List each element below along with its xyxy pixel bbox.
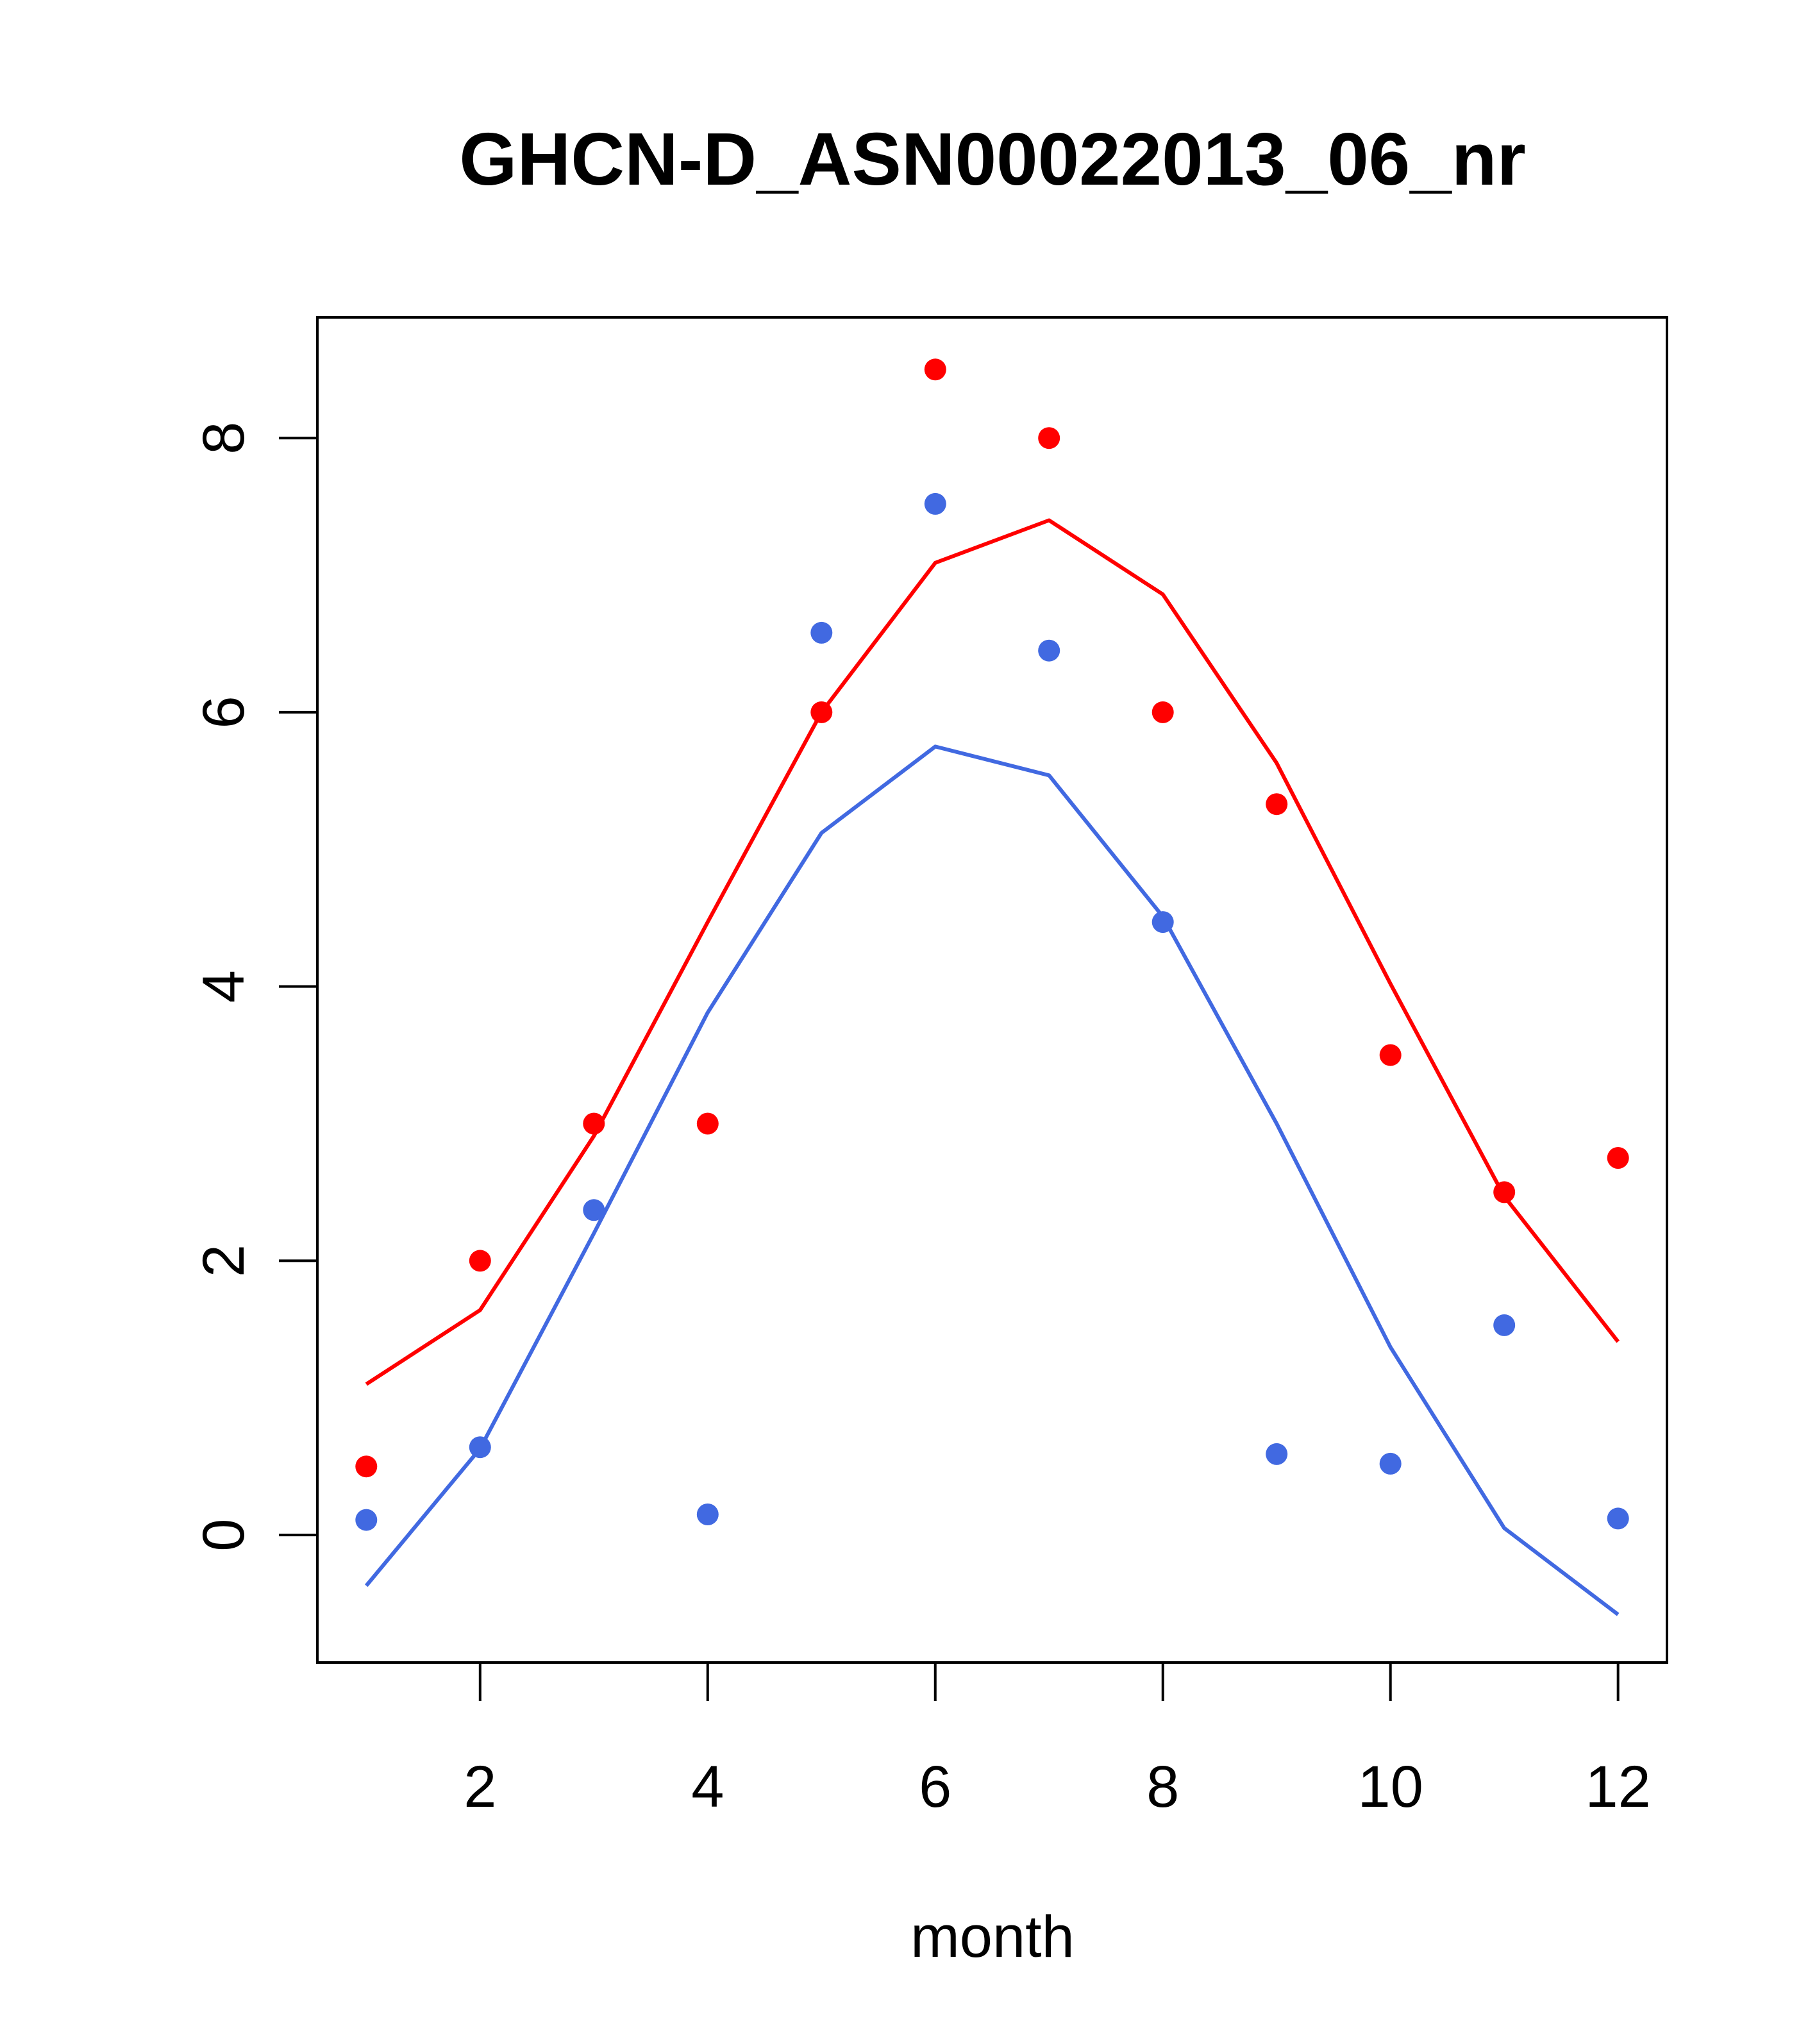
- y-axis: 0 2 4 6 8: [191, 422, 317, 1552]
- plot-frame: [316, 316, 1668, 1664]
- y-tick-label: 2: [191, 1244, 256, 1277]
- series-1-point: [1038, 427, 1060, 449]
- series-1-point: [696, 1112, 719, 1135]
- y-tick-label: 6: [191, 696, 256, 728]
- x-tick-label: 12: [1586, 1754, 1651, 1820]
- series-2-point: [696, 1504, 719, 1525]
- series-2-point: [1151, 911, 1174, 934]
- series-2-point: [1607, 1507, 1629, 1530]
- series-2-point: [355, 1509, 378, 1531]
- series-1-point: [583, 1112, 605, 1135]
- x-tick-label: 2: [464, 1754, 496, 1820]
- series-1-line: [365, 518, 1620, 1386]
- series-2-point: [924, 492, 946, 515]
- x-axis-label: month: [910, 1904, 1075, 1970]
- series-1-point: [924, 358, 946, 381]
- series-2-point: [810, 621, 833, 644]
- x-axis: 2 4 6 8 10 12: [464, 1663, 1651, 1820]
- series-2-point: [469, 1436, 491, 1459]
- series-lines: [364, 518, 1620, 1616]
- x-tick-label: 6: [919, 1754, 951, 1820]
- series-points: [355, 358, 1629, 1531]
- y-tick-label: 8: [191, 422, 256, 455]
- chart-title: GHCN-D_ASN00022013_06_nr: [459, 117, 1526, 201]
- series-1-point: [1607, 1147, 1629, 1169]
- x-tick-label: 8: [1146, 1754, 1179, 1820]
- x-tick-label: 10: [1358, 1754, 1423, 1820]
- series-2-point: [1379, 1452, 1402, 1475]
- series-2-point: [1038, 639, 1060, 662]
- series-1-point: [1151, 701, 1174, 723]
- x-tick-label: 4: [691, 1754, 724, 1820]
- series-1-point: [1266, 793, 1288, 816]
- series-2-point: [1493, 1314, 1516, 1336]
- y-tick-label: 0: [191, 1519, 256, 1552]
- series-1-point: [469, 1250, 491, 1272]
- series-2-point: [583, 1199, 605, 1221]
- series-1-point: [810, 701, 833, 723]
- series-2-line: [364, 744, 1620, 1616]
- series-1-point: [355, 1455, 378, 1478]
- series-2-point: [1266, 1443, 1288, 1465]
- series-1-point: [1493, 1181, 1516, 1203]
- series-1-point: [1379, 1044, 1402, 1066]
- y-tick-label: 4: [191, 970, 256, 1003]
